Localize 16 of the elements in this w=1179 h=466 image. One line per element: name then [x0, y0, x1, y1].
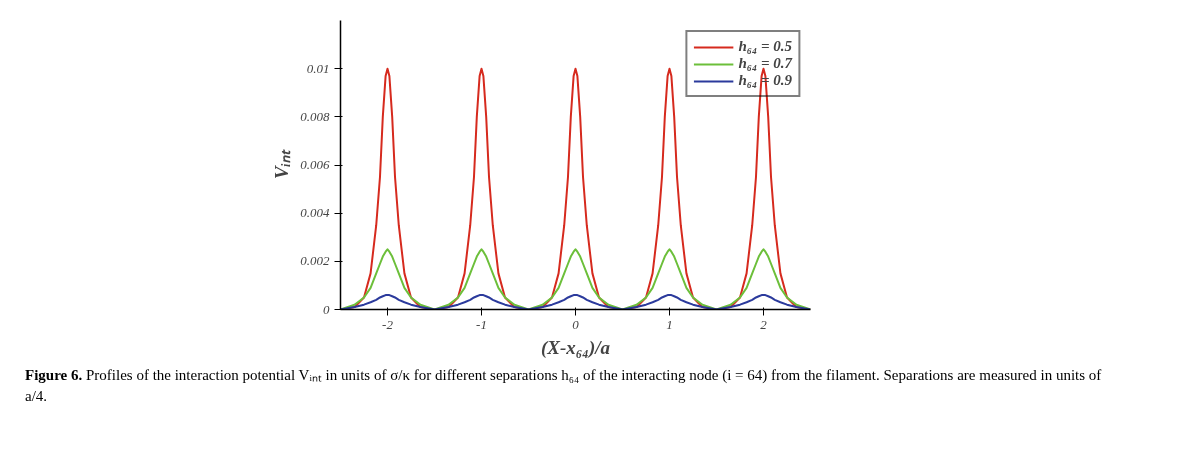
x-tick-label: -1	[476, 316, 487, 332]
y-axis-title: Vᵢₙₜ	[271, 149, 293, 179]
y-tick-label: 0.004	[300, 205, 330, 221]
x-tick-label: 0	[572, 316, 580, 332]
y-tick-label: 0	[323, 301, 330, 317]
legend-label: h₆₄ = 0.7	[738, 55, 792, 72]
legend-label: h₆₄ = 0.5	[738, 38, 792, 55]
x-tick-label: -2	[382, 316, 394, 332]
x-axis-title: (X-x₆₄)/a	[540, 336, 611, 359]
text: Figure 6. Profiles of the interaction potential Vᵢₙₜ in units of σ/κ for different separations h₆₄ of the interacting node (i = 64) from the filament. Separations are measured in units of a/4.	[25, 367, 1102, 405]
y-tick-label: 0.006	[300, 157, 330, 172]
x-tick-label: 1	[666, 316, 673, 332]
y-tick-label: 0.002	[300, 253, 330, 269]
y-tick-label: 0.008	[300, 108, 330, 124]
y-tick-label: 0.01	[306, 60, 330, 76]
x-tick-label: 2	[760, 316, 768, 332]
